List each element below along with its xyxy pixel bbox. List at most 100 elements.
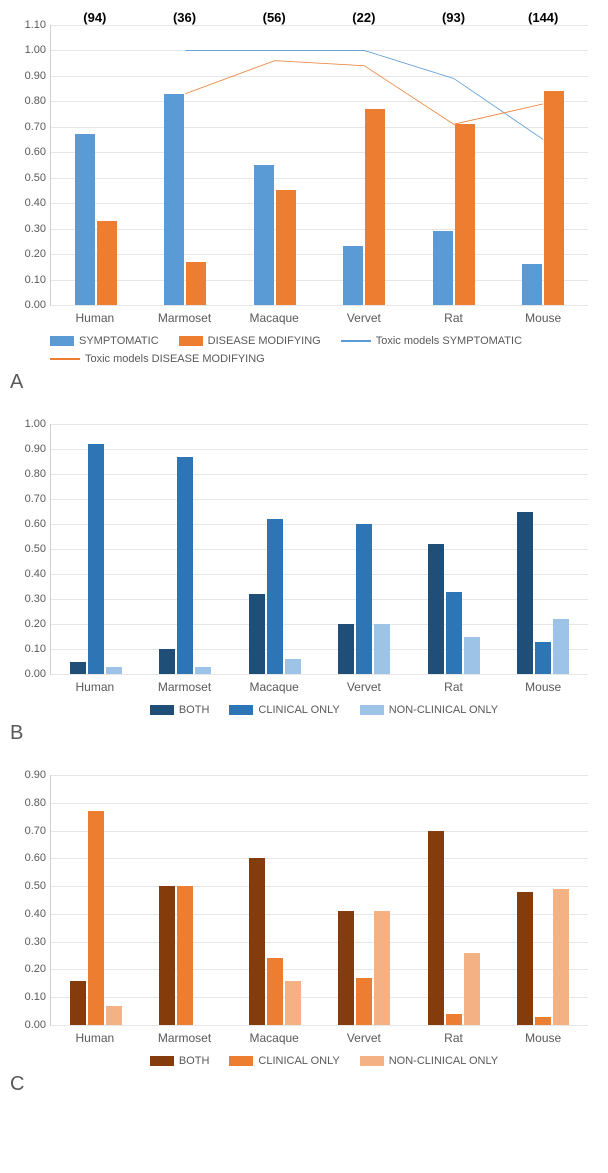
xlabel: Vervet [319,1026,409,1045]
category-group [141,775,231,1025]
bar [428,544,444,674]
category-group [230,424,320,674]
xlabel: Mouse [498,675,588,694]
legend-swatch [150,1056,174,1066]
y-tick-label: 0.30 [11,593,46,605]
y-tick-label: 0.80 [11,95,46,107]
y-tick-label: 0.40 [11,908,46,920]
category-group [51,25,141,305]
xlabel: Marmoset [140,1026,230,1045]
bars-row [51,25,588,305]
chart-a-counts: (94) (36) (56) (22) (93) (144) [50,10,588,25]
legend-item: NON-CLINICAL ONLY [360,704,498,716]
xlabel: Mouse [498,1026,588,1045]
y-tick-label: 0.90 [11,70,46,82]
bar [464,637,480,675]
bar [106,1006,122,1025]
bar [164,94,184,305]
xlabel: Macaque [229,306,319,325]
bar [159,649,175,674]
bar [177,457,193,675]
y-tick-label: 0.90 [11,769,46,781]
xlabel: Vervet [319,675,409,694]
y-tick-label: 0.20 [11,248,46,260]
panel-letter-b: B [10,722,598,745]
category-group [499,424,589,674]
category-group [409,424,499,674]
chart-a-plot: 0.000.100.200.300.400.500.600.700.800.90… [50,25,588,306]
bars-row [51,424,588,674]
xlabel: Marmoset [140,675,230,694]
bar [159,886,175,1025]
bar [267,958,283,1025]
y-tick-label: 0.70 [11,493,46,505]
legend-label: BOTH [179,1055,210,1067]
bar [338,624,354,674]
chart-b-legend: BOTHCLINICAL ONLYNON-CLINICAL ONLY [50,704,598,716]
y-tick-label: 1.00 [11,44,46,56]
chart-c: 0.000.100.200.300.400.500.600.700.800.90… [10,775,598,1096]
bar [88,444,104,674]
legend-swatch [179,336,203,346]
y-tick-label: 0.20 [11,618,46,630]
bar [517,892,533,1025]
legend-label: BOTH [179,704,210,716]
bar [285,659,301,674]
xlabel: Macaque [229,1026,319,1045]
legend-label: SYMPTOMATIC [79,335,159,347]
bar [276,190,296,305]
y-tick-label: 0.10 [11,643,46,655]
bar [267,519,283,674]
bar [249,594,265,674]
bar [374,624,390,674]
category-group [141,25,231,305]
bar [285,981,301,1025]
xlabel: Marmoset [140,306,230,325]
bar [356,978,372,1025]
legend-item: CLINICAL ONLY [229,1055,339,1067]
legend-item: DISEASE MODIFYING [179,335,321,347]
y-tick-label: 0.60 [11,852,46,864]
xlabel: Human [50,306,140,325]
y-tick-label: 0.30 [11,223,46,235]
y-tick-label: 0.70 [11,121,46,133]
xlabel: Human [50,675,140,694]
xlabel: Rat [409,1026,499,1045]
y-tick-label: 0.70 [11,825,46,837]
category-group [320,25,410,305]
bar [553,889,569,1025]
legend-label: NON-CLINICAL ONLY [389,1055,498,1067]
xlabel: Human [50,1026,140,1045]
legend-line [341,340,371,342]
y-tick-label: 0.00 [11,668,46,680]
y-tick-label: 0.50 [11,543,46,555]
y-tick-label: 1.00 [11,418,46,430]
y-tick-label: 0.80 [11,468,46,480]
bar [455,124,475,305]
legend-swatch [360,1056,384,1066]
gridline [51,1025,588,1026]
bar [338,911,354,1025]
bar [70,981,86,1025]
y-tick-label: 0.10 [11,991,46,1003]
chart-c-legend: BOTH CLINICAL ONLY NON-CLINICAL ONLY [50,1055,598,1067]
bar [433,231,453,305]
chart-a-xlabels: Human Marmoset Macaque Vervet Rat Mouse [50,306,588,325]
y-tick-label: 0.40 [11,568,46,580]
chart-c-xlabels: Human Marmoset Macaque Vervet Rat Mouse [50,1026,588,1045]
category-group [141,424,231,674]
count-mouse: (144) [498,10,588,25]
legend-item: Toxic models DISEASE MODIFYING [50,353,265,365]
bar [177,886,193,1025]
bar [374,911,390,1025]
category-group [320,775,410,1025]
y-tick-label: 1.10 [11,19,46,31]
xlabel: Macaque [229,675,319,694]
count-human: (94) [50,10,140,25]
xlabel: Mouse [498,306,588,325]
legend-line [50,358,80,360]
bar [249,858,265,1025]
bar [428,831,444,1025]
chart-b: 0.000.100.200.300.400.500.600.700.800.90… [10,424,598,745]
y-tick-label: 0.40 [11,197,46,209]
